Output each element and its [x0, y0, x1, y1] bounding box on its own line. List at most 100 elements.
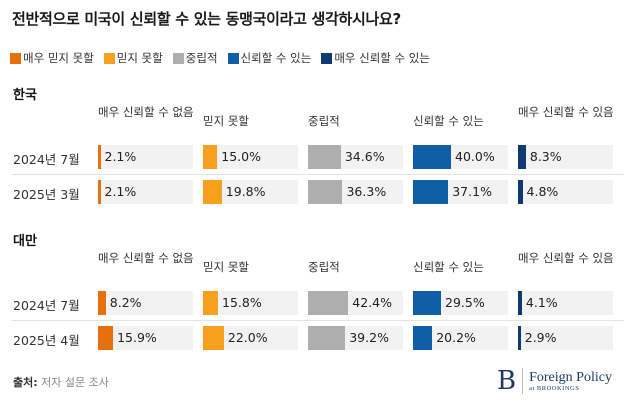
- data-label: 2.9%: [524, 330, 557, 345]
- legend-label: 매우 믿지 못할: [23, 51, 94, 65]
- bar-cell: 8.2%: [98, 291, 193, 315]
- legend-label: 중립적: [185, 51, 218, 65]
- legend-swatch: [10, 52, 21, 64]
- logo-letter: B: [497, 366, 517, 396]
- bar-untrustworthy: [203, 326, 224, 350]
- data-label: 42.4%: [352, 295, 392, 310]
- data-label: 40.0%: [455, 149, 495, 164]
- data-label: 37.1%: [452, 184, 492, 199]
- section-title: 한국: [13, 88, 37, 103]
- logo-text: Foreign Policy at BROOKINGS: [529, 370, 612, 392]
- data-label: 4.1%: [525, 295, 558, 310]
- bar-cell: 34.6%: [308, 145, 403, 169]
- row-label: 2025년 4월: [13, 333, 80, 348]
- row-divider: [12, 320, 624, 321]
- brookings-logo: B Foreign Policy at BROOKINGS: [497, 368, 612, 394]
- bar-cell: 15.8%: [203, 291, 298, 315]
- data-label: 8.2%: [109, 295, 142, 310]
- legend-item: 중립적: [172, 50, 218, 66]
- data-label: 8.3%: [529, 149, 562, 164]
- bar-very-trustworthy: [518, 180, 523, 204]
- bar-very-untrustworthy: [98, 145, 101, 169]
- data-label: 34.6%: [344, 149, 385, 164]
- chart-title: 전반적으로 미국이 신뢰할 수 있는 동맹국이라고 생각하시나요?: [12, 10, 401, 28]
- data-label: 36.3%: [346, 184, 387, 199]
- bar-cell: 29.5%: [413, 291, 508, 315]
- bar-cell: 42.4%: [308, 291, 403, 315]
- bar-untrustworthy: [203, 180, 222, 204]
- data-label: 22.0%: [227, 330, 268, 345]
- column-header: 매우 신뢰할 수 있음: [518, 251, 614, 265]
- bar-neutral: [308, 326, 346, 350]
- data-label: 15.0%: [221, 149, 261, 164]
- legend: 매우 믿지 못할 믿지 못할 중립적 신뢰할 수 있는 매우 신뢰할 수 있는: [10, 50, 430, 66]
- legend-item: 신뢰할 수 있는: [227, 50, 312, 66]
- row-label: 2024년 7월: [13, 152, 80, 167]
- bar-very-untrustworthy: [98, 291, 106, 315]
- bar-very-untrustworthy: [98, 326, 114, 350]
- bar-cell: 15.0%: [203, 145, 298, 169]
- data-label: 39.2%: [349, 330, 389, 345]
- bar-cell: 20.2%: [413, 326, 508, 350]
- bar-trustworthy: [413, 180, 449, 204]
- data-label: 2.1%: [104, 149, 137, 164]
- logo-divider: [522, 368, 524, 394]
- data-label: 29.5%: [445, 295, 485, 310]
- column-header: 매우 신뢰할 수 있음: [518, 105, 614, 119]
- bar-cell: 2.1%: [98, 180, 193, 204]
- column-header: 신뢰할 수 있는: [413, 260, 484, 274]
- legend-label: 매우 신뢰할 수 있는: [334, 51, 430, 65]
- legend-label: 신뢰할 수 있는: [240, 51, 312, 65]
- bar-untrustworthy: [203, 291, 218, 315]
- legend-swatch: [321, 52, 333, 64]
- bar-cell: 2.9%: [518, 326, 613, 350]
- bar-cell: 40.0%: [413, 145, 508, 169]
- data-label: 15.8%: [222, 295, 262, 310]
- bar-very-trustworthy: [518, 145, 526, 169]
- column-header: 매우 신뢰할 수 없음: [98, 105, 194, 119]
- bar-cell: 19.8%: [203, 180, 298, 204]
- column-header: 매우 신뢰할 수 없음: [98, 251, 194, 265]
- data-label: 19.8%: [225, 184, 266, 199]
- legend-swatch: [172, 52, 184, 64]
- section-title: 대만: [13, 234, 37, 249]
- bar-trustworthy: [413, 291, 442, 315]
- column-header: 중립적: [308, 114, 340, 128]
- bar-neutral: [308, 291, 349, 315]
- bar-cell: 36.3%: [308, 180, 403, 204]
- logo-title: Foreign Policy: [529, 370, 612, 385]
- bar-trustworthy: [413, 145, 451, 169]
- legend-swatch: [103, 52, 115, 64]
- bar-very-trustworthy: [518, 291, 522, 315]
- bar-very-untrustworthy: [98, 180, 101, 204]
- bar-cell: 8.3%: [518, 145, 613, 169]
- logo-subtitle: at BROOKINGS: [529, 385, 580, 392]
- bar-trustworthy: [413, 326, 433, 350]
- legend-item: 믿지 못할: [103, 50, 163, 66]
- data-label: 4.8%: [526, 184, 559, 199]
- column-header: 믿지 못할: [203, 114, 249, 128]
- row-label: 2024년 7월: [13, 298, 80, 313]
- bar-cell: 22.0%: [203, 326, 298, 350]
- column-header: 믿지 못할: [203, 260, 249, 274]
- bar-very-trustworthy: [518, 326, 521, 350]
- legend-item: 매우 신뢰할 수 있는: [321, 50, 430, 66]
- column-header: 신뢰할 수 있는: [413, 114, 484, 128]
- bar-neutral: [308, 180, 343, 204]
- legend-swatch: [227, 52, 239, 64]
- column-header: 중립적: [308, 260, 340, 274]
- bar-cell: 4.1%: [518, 291, 613, 315]
- source-note: 출처: 저자 설문 조사: [13, 374, 109, 390]
- source-text: 저자 설문 조사: [37, 376, 109, 389]
- bar-cell: 15.9%: [98, 326, 193, 350]
- bar-neutral: [308, 145, 341, 169]
- data-label: 15.9%: [117, 330, 157, 345]
- row-label: 2025년 3월: [13, 187, 80, 202]
- source-label: 출처:: [13, 376, 38, 389]
- bar-untrustworthy: [203, 145, 218, 169]
- bar-cell: 2.1%: [98, 145, 193, 169]
- row-divider: [12, 174, 624, 175]
- legend-item: 매우 믿지 못할: [10, 50, 94, 66]
- data-label: 20.2%: [436, 330, 476, 345]
- bar-cell: 39.2%: [308, 326, 403, 350]
